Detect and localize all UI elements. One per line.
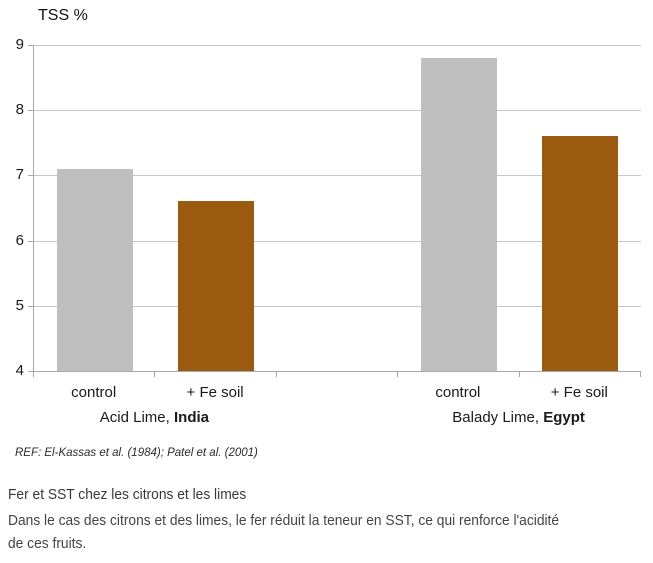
y-axis-tick-label: 4	[15, 362, 24, 379]
group-label-bold: India	[173, 409, 209, 426]
y-axis-tick-label: 7	[15, 166, 24, 184]
y-axis-tick-mark	[28, 45, 33, 46]
caption-title: Fer et SST chez les citrons et les limes	[8, 486, 247, 503]
x-axis-tick-mark	[518, 372, 520, 377]
grid-line	[34, 175, 641, 177]
group-label-plain: Balady Lime,	[452, 409, 544, 426]
x-axis-tick-mark	[33, 372, 34, 377]
caption-body-line1: Dans le cas des citrons et des limes, le…	[8, 512, 560, 529]
x-category-label: control	[71, 384, 117, 401]
group-label-bold: Egypt	[543, 409, 585, 426]
bar--fe-soil	[178, 201, 255, 371]
y-axis-tick-mark	[28, 305, 33, 307]
grid-line	[34, 305, 641, 307]
y-axis-tick-mark	[28, 175, 33, 177]
x-axis-tick-mark	[640, 372, 641, 377]
caption-body-line2: de ces fruits.	[8, 535, 87, 552]
y-axis-tick-mark	[28, 240, 33, 242]
y-axis-tick-mark	[28, 371, 33, 372]
x-category-label: + Fe soil	[550, 384, 608, 401]
group-label: Balady Lime, Egypt	[397, 409, 640, 426]
grid-line	[34, 240, 641, 242]
group-label: Acid Lime, India	[33, 409, 276, 426]
bar-chart-plot-area	[33, 45, 641, 372]
y-axis-tick-label: 8	[15, 101, 24, 119]
bar--fe-soil	[542, 136, 619, 371]
y-axis-tick-mark	[28, 110, 33, 112]
x-axis-tick-mark	[397, 372, 399, 377]
bar-control	[56, 168, 133, 371]
y-axis-tick-label: 5	[15, 296, 24, 314]
group-label-plain: Acid Lime,	[99, 409, 174, 426]
x-axis-tick-mark	[275, 372, 277, 377]
x-axis-tick-mark	[154, 372, 156, 377]
chart-title: TSS %	[38, 7, 88, 24]
reference-text: REF: El-Kassas et al. (1984); Patel et a…	[15, 447, 258, 459]
x-category-label: control	[435, 384, 481, 401]
y-axis-tick-label: 9	[15, 36, 24, 53]
grid-line	[34, 110, 641, 112]
y-axis-tick-label: 6	[15, 231, 24, 249]
caption-body: Dans le cas des citrons et des limes, le…	[8, 509, 559, 555]
grid-line	[34, 45, 641, 46]
bar-control	[420, 58, 497, 371]
x-category-label: + Fe soil	[186, 384, 244, 401]
